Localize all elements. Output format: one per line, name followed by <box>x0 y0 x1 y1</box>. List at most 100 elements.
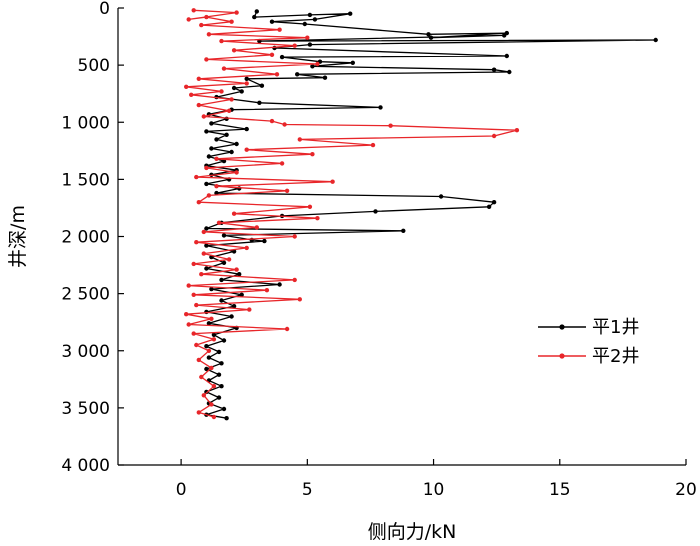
y-tick-label: 2 500 <box>61 285 110 305</box>
data-point <box>514 128 520 133</box>
data-point <box>204 389 209 395</box>
data-point <box>229 19 234 24</box>
y-tick-label: 4 000 <box>61 456 110 476</box>
data-point <box>204 366 209 372</box>
data-point <box>191 331 196 336</box>
data-point <box>257 100 262 106</box>
data-point <box>426 32 431 37</box>
data-point <box>204 14 209 20</box>
data-point <box>312 17 318 22</box>
data-point <box>201 114 206 119</box>
data-point <box>229 149 234 155</box>
data-point <box>219 89 224 94</box>
data-point <box>221 338 227 343</box>
data-point <box>297 137 302 142</box>
data-point <box>292 43 297 48</box>
data-point <box>199 272 204 277</box>
data-point <box>194 342 199 348</box>
data-point <box>247 307 252 312</box>
data-point <box>653 37 658 43</box>
data-point <box>234 170 239 175</box>
data-point <box>305 35 310 40</box>
data-point <box>491 200 497 205</box>
data-point <box>239 292 244 297</box>
data-point <box>231 304 237 309</box>
data-point <box>194 302 199 308</box>
data-point <box>224 116 229 122</box>
data-point <box>196 76 201 82</box>
y-tick-label: 1 000 <box>61 113 110 133</box>
data-point <box>216 395 222 400</box>
data-point <box>234 267 239 272</box>
data-point <box>224 132 229 137</box>
data-point <box>216 372 222 377</box>
legend: 平1井 平2井 <box>538 317 639 367</box>
data-point <box>211 414 217 420</box>
data-point <box>221 406 227 412</box>
data-point <box>279 161 285 166</box>
data-point <box>191 8 196 13</box>
data-point <box>201 251 206 256</box>
data-point <box>428 35 434 40</box>
legend-marker-series-2 <box>559 353 565 359</box>
data-point <box>282 122 287 127</box>
data-point <box>206 154 212 159</box>
data-point <box>199 374 204 380</box>
series-2 <box>184 8 520 420</box>
data-point <box>252 14 257 20</box>
data-point <box>191 292 196 297</box>
data-point <box>214 137 219 142</box>
data-point <box>322 75 328 80</box>
y-tick-label: 500 <box>78 56 110 76</box>
series-line <box>185 9 518 418</box>
data-point <box>194 240 199 245</box>
x-tick-label: 10 <box>423 480 445 500</box>
data-point <box>284 326 290 332</box>
data-point <box>302 21 307 27</box>
data-point <box>204 57 209 62</box>
data-point <box>211 332 217 337</box>
data-point <box>201 229 206 235</box>
data-point <box>504 53 509 59</box>
data-point <box>486 204 492 209</box>
data-point <box>219 277 224 283</box>
data-point <box>219 298 224 303</box>
data-point <box>239 89 244 94</box>
y-tick-label: 3 000 <box>61 342 110 362</box>
data-point <box>295 72 300 77</box>
data-point <box>204 165 209 171</box>
data-point <box>204 243 209 248</box>
data-point <box>378 105 383 110</box>
x-tick-label: 15 <box>549 480 571 500</box>
data-point <box>221 66 227 71</box>
data-point <box>284 188 290 193</box>
data-point <box>186 322 191 327</box>
data-point <box>206 193 212 198</box>
data-point <box>274 72 280 77</box>
data-point <box>277 27 282 32</box>
data-point <box>254 9 259 14</box>
data-point <box>206 321 212 326</box>
data-point <box>184 312 189 317</box>
data-point <box>401 228 406 233</box>
data-point <box>269 118 275 124</box>
data-point <box>438 194 444 199</box>
data-point <box>292 277 297 283</box>
data-point <box>310 152 315 157</box>
x-axis-title: 侧向力/kN <box>368 521 457 543</box>
data-point <box>206 348 212 353</box>
data-point <box>244 81 249 86</box>
data-point <box>201 393 206 398</box>
data-point <box>191 261 196 267</box>
legend-marker-series-1 <box>559 324 565 330</box>
data-point <box>244 76 249 82</box>
data-point <box>199 22 204 28</box>
data-point <box>315 216 320 221</box>
data-point <box>229 314 234 319</box>
data-point <box>348 11 353 16</box>
x-tick-label: 20 <box>675 480 697 500</box>
data-point <box>211 384 217 389</box>
x-tick-label: 0 <box>176 480 187 500</box>
data-point <box>214 190 219 196</box>
